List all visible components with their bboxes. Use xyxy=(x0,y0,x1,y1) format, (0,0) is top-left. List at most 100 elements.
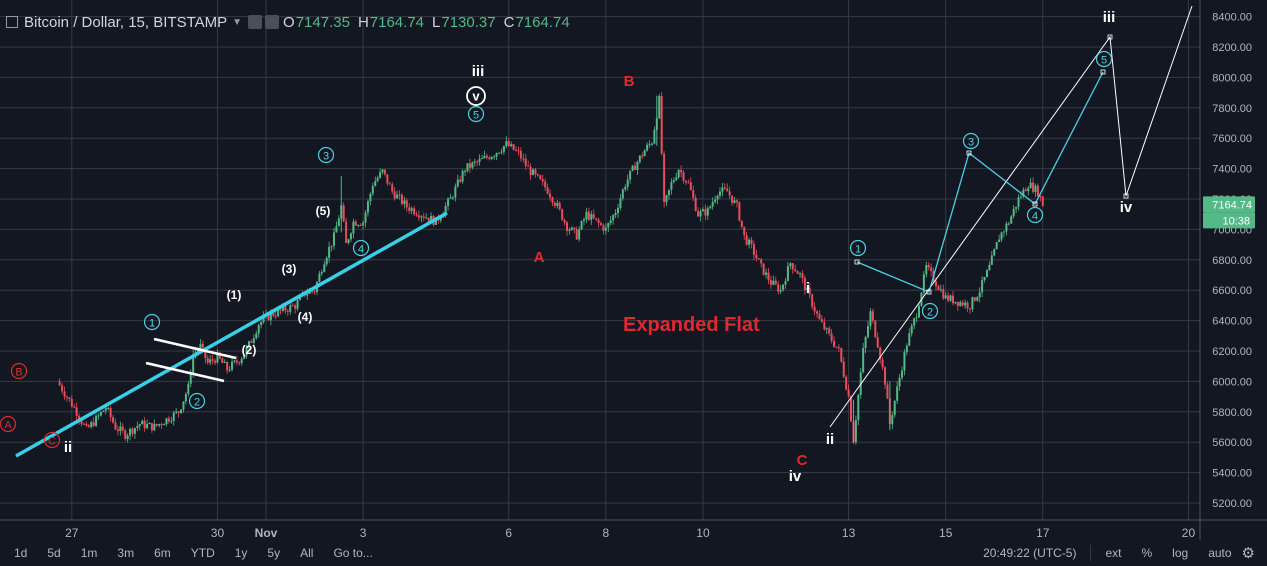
range-6m-button[interactable]: 6m xyxy=(154,546,171,560)
candle-body xyxy=(95,415,98,426)
candle-body xyxy=(738,202,741,221)
candle-body xyxy=(427,217,430,222)
range-1m-button[interactable]: 1m xyxy=(80,546,98,560)
wave-label: 3 xyxy=(968,137,974,149)
candle-body xyxy=(461,170,464,182)
candle-body xyxy=(498,152,501,154)
candle-body xyxy=(779,289,782,292)
candle-body xyxy=(549,193,552,198)
range-1y-button[interactable]: 1y xyxy=(234,546,248,560)
path-handle xyxy=(854,259,860,265)
time-tick-label: 15 xyxy=(939,526,953,540)
candle-body xyxy=(182,401,185,410)
candle-body xyxy=(789,263,792,266)
divider xyxy=(1090,545,1092,561)
log-button[interactable]: log xyxy=(1172,546,1189,560)
candle-body xyxy=(102,410,105,412)
time-tick-label: 17 xyxy=(1036,526,1050,540)
candle-body xyxy=(328,246,331,258)
wave-label: ii xyxy=(826,431,834,448)
symbol-title[interactable]: Bitcoin / Dollar, 15, BITSTAMP xyxy=(24,13,228,31)
candle-body xyxy=(653,129,656,144)
range-1d-button[interactable]: 1d xyxy=(14,546,28,560)
candle-body xyxy=(985,270,988,278)
candle-body xyxy=(243,355,246,359)
candle-body xyxy=(1032,182,1035,192)
candle-body xyxy=(607,223,610,228)
candle-body xyxy=(566,222,569,231)
time-tick-label: 6 xyxy=(505,526,512,540)
candle-body xyxy=(146,424,149,429)
candle-body xyxy=(150,422,153,431)
eye-icon[interactable] xyxy=(248,15,263,29)
candle-body xyxy=(158,424,161,426)
candle-body xyxy=(75,407,78,416)
candle-body xyxy=(750,239,753,244)
gear-icon[interactable]: ⚙ xyxy=(1241,545,1255,562)
candle-body xyxy=(522,158,525,160)
candle-body xyxy=(298,296,301,301)
open-value: 7147.35 xyxy=(295,13,350,31)
candle-body xyxy=(257,325,260,334)
wave-label: 4 xyxy=(358,244,364,256)
time-axis[interactable]: 27 30 Nov 3 6 8 10 13 15 17 20 xyxy=(0,519,1267,540)
candle-body xyxy=(993,249,996,256)
window-icon[interactable] xyxy=(6,16,18,28)
candle-body xyxy=(570,227,573,230)
wave-label: B xyxy=(624,73,635,90)
candle-body xyxy=(825,328,828,330)
candle-body xyxy=(947,295,950,301)
chevron-down-icon[interactable]: ▼ xyxy=(232,16,243,28)
candle-body xyxy=(689,182,692,191)
ext-button[interactable]: ext xyxy=(1105,546,1122,560)
candle-body xyxy=(396,194,399,199)
price-axis[interactable]: 5200.00 5400.00 5600.00 5800.00 6000.00 6200.… xyxy=(1199,0,1255,540)
candle-body xyxy=(731,195,734,203)
candle-body xyxy=(294,305,297,309)
candle-body xyxy=(245,347,248,356)
candle-body xyxy=(823,321,826,330)
candle-body xyxy=(223,362,226,364)
candle-body xyxy=(998,239,1001,243)
candle-body xyxy=(966,302,969,309)
percent-button[interactable]: % xyxy=(1141,546,1153,560)
candle-body xyxy=(362,222,365,226)
goto-button[interactable]: Go to... xyxy=(333,546,373,560)
range-3m-button[interactable]: 3m xyxy=(117,546,135,560)
candle-body xyxy=(803,277,806,291)
candle-body xyxy=(184,394,187,402)
price-chart[interactable]: ABC ii12(1)(2)(3)(4)(5)34iiiv5ABCExpanded… xyxy=(0,0,1267,540)
candle-body xyxy=(937,286,940,290)
range-5d-button[interactable]: 5d xyxy=(47,546,61,560)
path-handle xyxy=(1123,193,1129,199)
candle-body xyxy=(551,197,554,203)
candle-body xyxy=(289,305,292,312)
candle-body xyxy=(638,155,641,163)
candle-body xyxy=(240,358,243,363)
settings-mini-icon[interactable] xyxy=(265,15,280,29)
candle-body xyxy=(816,311,819,314)
auto-button[interactable]: auto xyxy=(1208,546,1232,560)
clock-readout[interactable]: 20:49:22 (UTC-5) xyxy=(983,546,1077,560)
candle-body xyxy=(1010,216,1013,224)
candle-body xyxy=(636,162,639,170)
candle-body xyxy=(864,336,867,348)
candle-body xyxy=(226,362,229,371)
range-5y-button[interactable]: 5y xyxy=(267,546,281,560)
time-tick-label: 3 xyxy=(360,526,367,540)
candle-body xyxy=(699,211,702,217)
candle-body xyxy=(410,208,413,211)
candle-body xyxy=(624,186,627,190)
range-ytd-button[interactable]: YTD xyxy=(190,546,215,560)
candle-body xyxy=(614,213,617,216)
candle-body xyxy=(701,209,704,212)
wave-drawings xyxy=(15,5,1193,458)
candle-body xyxy=(959,302,962,306)
wave-label: 2 xyxy=(927,307,933,319)
candle-body xyxy=(447,198,450,207)
candle-body xyxy=(155,423,158,426)
candle-body xyxy=(403,200,406,205)
candle-body xyxy=(546,187,549,194)
candle-body xyxy=(680,169,683,173)
range-all-button[interactable]: All xyxy=(300,546,314,560)
